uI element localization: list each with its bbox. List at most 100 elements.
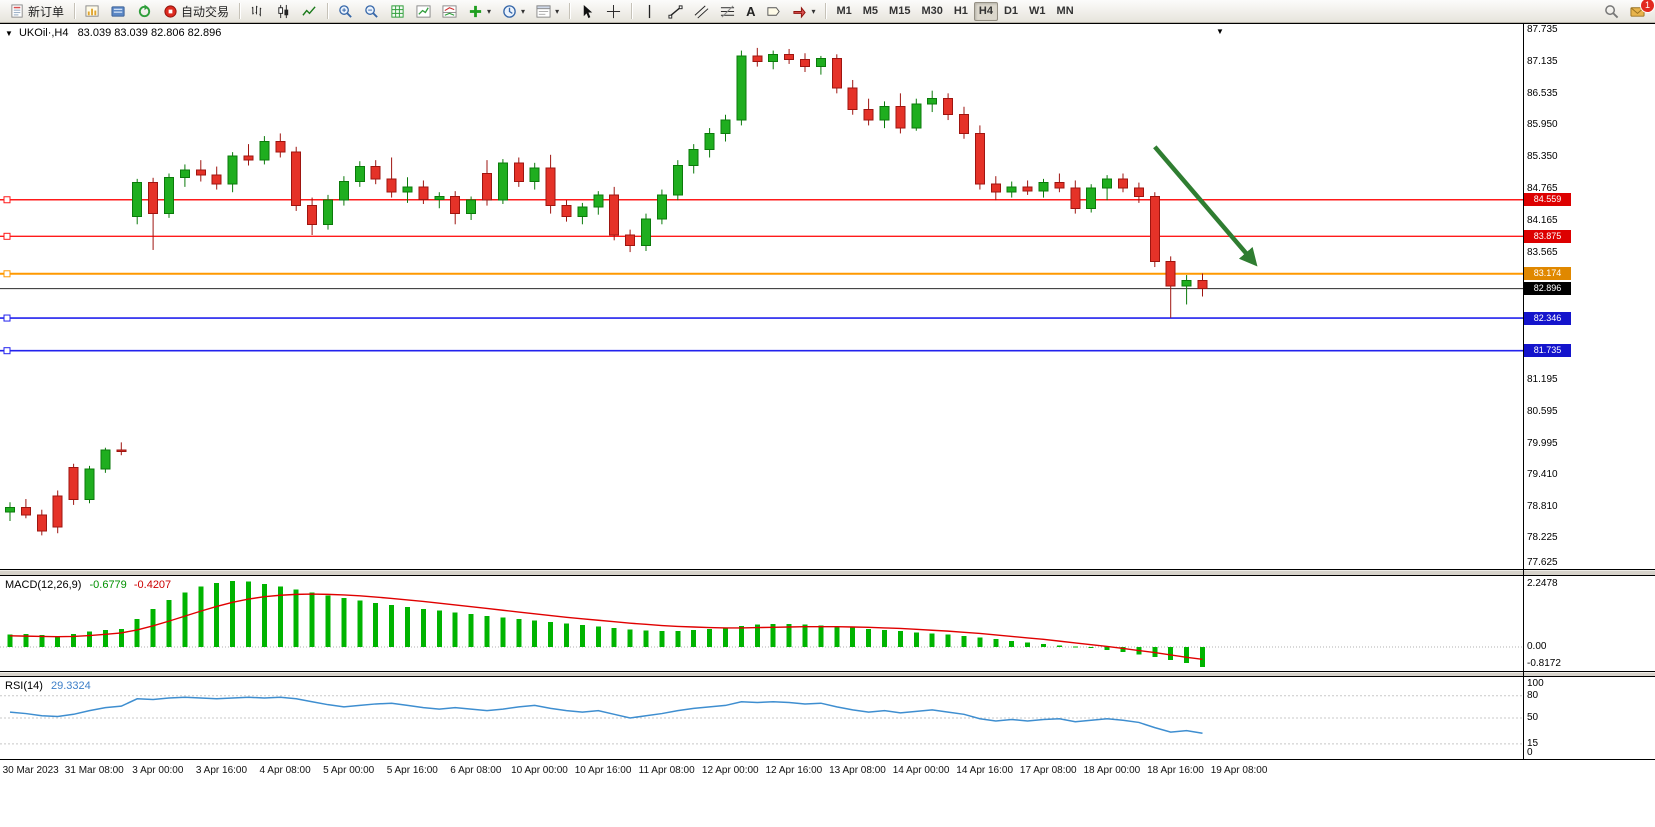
cursor-button[interactable] [575, 1, 600, 22]
search-button[interactable] [1599, 1, 1624, 22]
channel-tool[interactable] [689, 1, 714, 22]
chart-collapse-icon[interactable]: ▼ [5, 29, 13, 38]
new-order-icon [11, 3, 23, 18]
macd-label: MACD(12,26,9) [5, 579, 82, 591]
time-axis-label: 30 Mar 2023 [2, 765, 59, 776]
time-axis-label: 6 Apr 08:00 [450, 765, 502, 776]
rsi-axis-label: 100 [1527, 678, 1544, 689]
main-toolbar: 新订单 自动交易 [0, 0, 1655, 23]
zoom-in-button[interactable] [333, 1, 358, 22]
price-axis-label: 87.735 [1527, 24, 1558, 35]
timeframe-M1[interactable]: M1 [836, 4, 852, 17]
clock-icon [503, 4, 516, 18]
indicator-windows-button[interactable] [437, 1, 462, 22]
chevron-down-icon: ▾ [487, 6, 492, 16]
timeframe-M30[interactable]: M30 [921, 4, 943, 17]
panel-border [0, 23, 1655, 24]
time-axis-label: 3 Apr 00:00 [132, 765, 184, 776]
templates-button[interactable]: ▾ [531, 1, 564, 22]
new-chart-icon [85, 4, 99, 17]
grid-button[interactable] [385, 1, 410, 22]
panel-splitter[interactable] [0, 570, 1655, 576]
price-badge: 83.174 [1524, 267, 1571, 281]
price-axis-label: 77.625 [1527, 557, 1558, 568]
time-axis-label: 14 Apr 16:00 [956, 765, 1014, 776]
trendline-tool[interactable] [663, 1, 688, 22]
time-axis-label: 17 Apr 08:00 [1019, 765, 1077, 776]
chart-workspace: ▼ UKOil·,H4 83.039 83.039 82.806 82.896 … [0, 23, 1655, 827]
time-axis-label: 18 Apr 16:00 [1147, 765, 1204, 776]
profiles-button[interactable] [106, 1, 131, 22]
panel-splitter[interactable] [0, 672, 1655, 677]
trendline-icon [668, 4, 683, 19]
zoom-out-button[interactable] [359, 1, 384, 22]
arrow-shape-icon [793, 5, 807, 18]
line-chart-button[interactable] [297, 1, 322, 22]
macd-value-signal: -0.4207 [133, 579, 172, 591]
timeframe-MN[interactable]: MN [1056, 4, 1074, 17]
time-axis-label: 10 Apr 16:00 [574, 765, 632, 776]
candlestick-chart-icon [278, 4, 289, 18]
toolbar-separator [327, 3, 329, 19]
refresh-button[interactable] [132, 1, 157, 22]
search-icon [1605, 4, 1619, 18]
text-tool-icon: A [746, 3, 756, 19]
chart-header: ▼ UKOil·,H4 83.039 83.039 82.806 82.896 [5, 27, 221, 39]
toolbar-separator [631, 3, 633, 19]
panel-border [0, 671, 1655, 672]
timeframe-M15[interactable]: M15 [889, 4, 911, 17]
indicators-button[interactable] [411, 1, 436, 22]
notification-badge: 1 [1640, 0, 1655, 13]
rsi-header: RSI(14) 29.3324 [5, 680, 91, 692]
new-chart-button[interactable] [80, 1, 105, 22]
scroll-to-end-icon[interactable]: ▼ [1216, 27, 1224, 36]
price-axis-label: 78.225 [1527, 532, 1558, 544]
text-tool[interactable]: A [741, 1, 760, 22]
fibonacci-tool[interactable] [715, 1, 740, 22]
timeframe-H4[interactable]: H4 [973, 1, 998, 21]
rsi-axis-label: 80 [1527, 689, 1539, 701]
rsi-axis-label: 0 [1527, 747, 1533, 758]
timeframe-M5[interactable]: M5 [862, 4, 879, 17]
chevron-down-icon: ▾ [521, 6, 526, 16]
rsi-axis-label: 15 [1527, 737, 1539, 749]
timeframe-H1[interactable]: H1 [953, 4, 968, 17]
indicators-icon [416, 4, 431, 18]
timeframe-W1[interactable]: W1 [1029, 4, 1046, 17]
price-badge: 82.896 [1524, 282, 1571, 296]
price-badge: 83.875 [1524, 229, 1571, 243]
macd-axis-label: -0.8172 [1527, 658, 1561, 669]
add-indicator-icon [469, 5, 482, 17]
macd-axis-label: 0.00 [1527, 641, 1547, 652]
price-axis-label: 84.765 [1527, 182, 1558, 194]
toolbar-separator [74, 3, 76, 19]
periods-button[interactable]: ▾ [497, 1, 530, 22]
chart-canvas[interactable] [0, 23, 1523, 760]
time-axis-label: 11 Apr 08:00 [638, 765, 695, 776]
time-axis[interactable]: 30 Mar 2023 31 Mar 08:00 3 Apr 00:00 3 Apr … [0, 760, 1655, 784]
time-axis-label: 5 Apr 16:00 [386, 765, 438, 776]
label-tool[interactable] [761, 1, 786, 22]
time-axis-label: 18 Apr 00:00 [1083, 765, 1141, 776]
profiles-icon [111, 5, 125, 17]
vertical-line-tool[interactable] [637, 1, 662, 22]
time-axis-label: 12 Apr 00:00 [701, 765, 759, 776]
price-axis-label: 79.995 [1527, 437, 1558, 449]
shapes-button[interactable]: ▾ [787, 1, 820, 22]
time-axis-label: 31 Mar 08:00 [64, 765, 124, 776]
bar-chart-button[interactable] [245, 1, 270, 22]
add-indicator-button[interactable]: ▾ [463, 1, 496, 22]
timeframe-D1[interactable]: D1 [1003, 4, 1019, 17]
macd-value-main: -0.6779 [89, 579, 127, 591]
auto-trading-button[interactable]: 自动交易 [158, 1, 234, 22]
notifications-button[interactable]: 1 [1625, 0, 1655, 22]
price-badge: 82.346 [1524, 311, 1571, 325]
candlestick-chart-button[interactable] [271, 1, 296, 22]
new-order-label: 新订单 [28, 4, 65, 19]
crosshair-button[interactable] [601, 1, 626, 22]
price-axis-label: 83.565 [1527, 246, 1558, 258]
crosshair-icon [607, 4, 621, 18]
time-axis-label: 4 Apr 08:00 [259, 765, 311, 776]
rsi-label: RSI(14) [5, 680, 43, 692]
new-order-button[interactable]: 新订单 [5, 1, 69, 22]
